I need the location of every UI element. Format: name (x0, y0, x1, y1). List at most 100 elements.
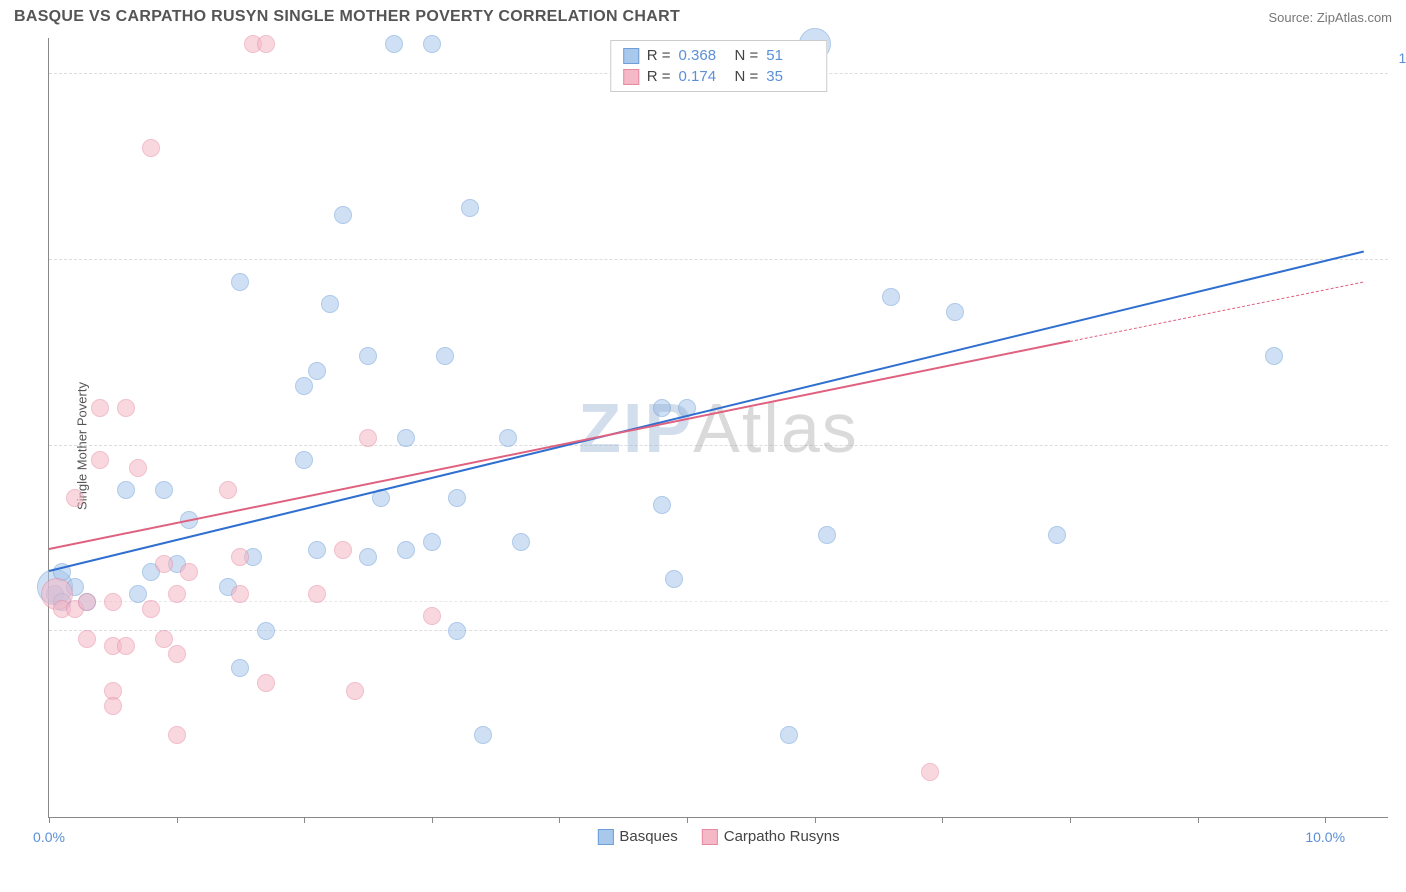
data-point-basques (308, 362, 326, 380)
data-point-basques (946, 303, 964, 321)
data-point-carpatho (91, 451, 109, 469)
stats-row-basques: R = 0.368 N = 51 (623, 45, 815, 66)
legend-swatch (597, 829, 613, 845)
data-point-carpatho (78, 630, 96, 648)
x-tick (559, 817, 560, 823)
data-point-basques (295, 451, 313, 469)
r-value: 0.174 (679, 68, 727, 85)
data-point-carpatho (219, 481, 237, 499)
series-legend: Basques Carpatho Rusyns (597, 828, 839, 845)
data-point-carpatho (168, 726, 186, 744)
data-point-basques (397, 541, 415, 559)
data-point-basques (423, 533, 441, 551)
chart-header: BASQUE VS CARPATHO RUSYN SINGLE MOTHER P… (0, 0, 1406, 32)
data-point-basques (665, 570, 683, 588)
data-point-basques (818, 526, 836, 544)
data-point-carpatho (334, 541, 352, 559)
x-tick-label: 10.0% (1305, 829, 1345, 845)
r-label: R = (647, 68, 671, 85)
legend-label: Carpatho Rusyns (724, 828, 840, 845)
data-point-basques (474, 726, 492, 744)
x-tick (815, 817, 816, 823)
gridline (49, 601, 1388, 602)
legend-swatch (623, 48, 639, 64)
source-attribution: Source: ZipAtlas.com (1268, 10, 1392, 25)
data-point-carpatho (117, 399, 135, 417)
data-point-carpatho (142, 139, 160, 157)
n-label: N = (735, 68, 759, 85)
n-value: 35 (766, 68, 814, 85)
data-point-carpatho (257, 35, 275, 53)
data-point-basques (436, 347, 454, 365)
data-point-basques (397, 429, 415, 447)
data-point-basques (117, 481, 135, 499)
gridline (49, 630, 1388, 631)
legend-item-basques: Basques (597, 828, 677, 845)
data-point-basques (231, 273, 249, 291)
stats-row-carpatho: R = 0.174 N = 35 (623, 66, 815, 87)
data-point-carpatho (231, 585, 249, 603)
data-point-basques (1048, 526, 1066, 544)
data-point-carpatho (168, 645, 186, 663)
data-point-basques (448, 622, 466, 640)
y-tick-label: 100.0% (1399, 50, 1406, 66)
data-point-carpatho (359, 429, 377, 447)
r-value: 0.368 (679, 47, 727, 64)
data-point-basques (512, 533, 530, 551)
x-tick (304, 817, 305, 823)
data-point-basques (653, 399, 671, 417)
data-point-basques (231, 659, 249, 677)
legend-swatch (702, 829, 718, 845)
x-tick (432, 817, 433, 823)
data-point-basques (653, 496, 671, 514)
correlation-stats-legend: R = 0.368 N = 51 R = 0.174 N = 35 (610, 40, 828, 92)
data-point-carpatho (231, 548, 249, 566)
data-point-carpatho (155, 630, 173, 648)
gridline (49, 259, 1388, 260)
data-point-carpatho (180, 563, 198, 581)
legend-item-carpatho: Carpatho Rusyns (702, 828, 840, 845)
data-point-basques (129, 585, 147, 603)
data-point-basques (423, 35, 441, 53)
data-point-basques (780, 726, 798, 744)
data-point-basques (499, 429, 517, 447)
data-point-basques (385, 35, 403, 53)
legend-label: Basques (619, 828, 677, 845)
data-point-carpatho (257, 674, 275, 692)
x-tick (687, 817, 688, 823)
chart-title: BASQUE VS CARPATHO RUSYN SINGLE MOTHER P… (14, 8, 680, 26)
data-point-basques (359, 347, 377, 365)
x-tick (942, 817, 943, 823)
data-point-carpatho (91, 399, 109, 417)
x-tick (49, 817, 50, 823)
data-point-basques (334, 206, 352, 224)
x-tick-label: 0.0% (33, 829, 65, 845)
gridline (49, 445, 1388, 446)
data-point-carpatho (142, 600, 160, 618)
data-point-carpatho (168, 585, 186, 603)
data-point-carpatho (346, 682, 364, 700)
data-point-carpatho (921, 763, 939, 781)
data-point-carpatho (423, 607, 441, 625)
data-point-basques (448, 489, 466, 507)
x-tick (1070, 817, 1071, 823)
n-value: 51 (766, 47, 814, 64)
data-point-basques (257, 622, 275, 640)
scatter-plot-area: ZIPAtlas R =0.368N =51R =0.174N =35 Basq… (48, 38, 1388, 818)
data-point-carpatho (129, 459, 147, 477)
data-point-basques (321, 295, 339, 313)
data-point-carpatho (308, 585, 326, 603)
r-label: R = (647, 47, 671, 64)
n-label: N = (735, 47, 759, 64)
data-point-basques (1265, 347, 1283, 365)
data-point-basques (461, 199, 479, 217)
data-point-carpatho (104, 593, 122, 611)
data-point-basques (308, 541, 326, 559)
data-point-carpatho (104, 697, 122, 715)
x-tick (177, 817, 178, 823)
data-point-basques (155, 481, 173, 499)
x-tick (1325, 817, 1326, 823)
data-point-basques (882, 288, 900, 306)
trend-line (49, 250, 1364, 571)
data-point-carpatho (155, 555, 173, 573)
